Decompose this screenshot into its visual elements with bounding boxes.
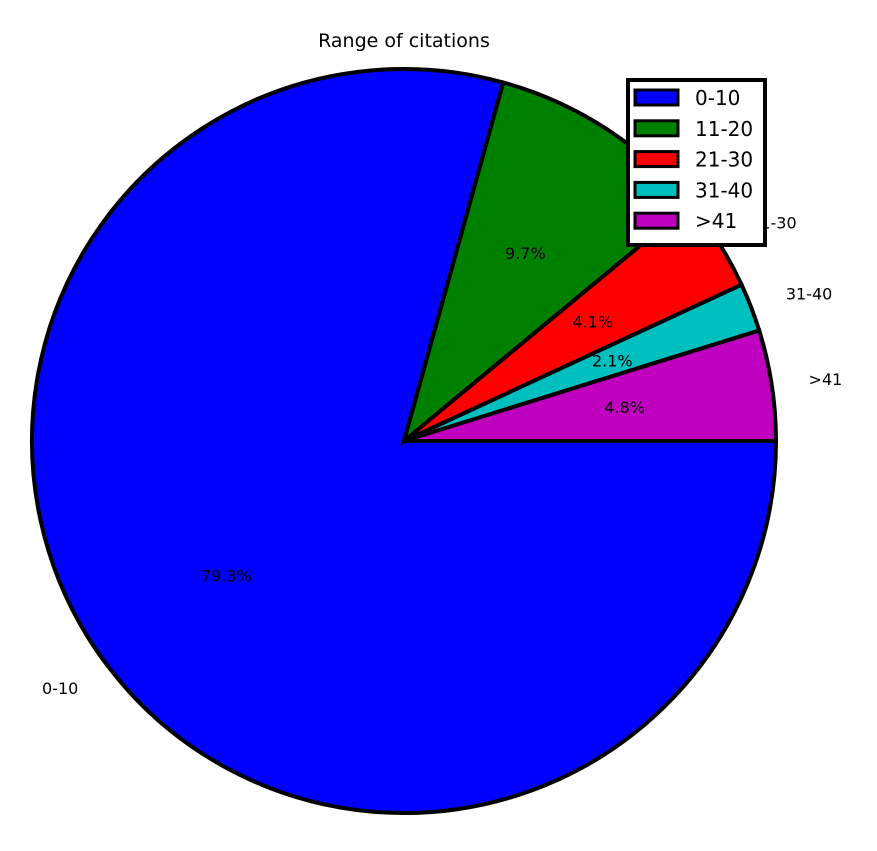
legend-label-0-10: 0-10 xyxy=(695,86,740,110)
pie-slice-41 xyxy=(403,327,779,443)
legend-swatch-11-20 xyxy=(633,119,680,138)
slice-label-0-10: 0-10 xyxy=(42,679,78,698)
legend-swatch-41 xyxy=(633,211,680,230)
legend-label-21-30: 21-30 xyxy=(695,148,753,172)
chart-title: Range of citations xyxy=(318,30,490,52)
pie-slices xyxy=(30,67,779,815)
legend: 0-10 11-20 21-30 31-40 >41 xyxy=(626,78,767,247)
pct-label-11-20: 9.7% xyxy=(505,244,546,263)
pct-label-41: 4.8% xyxy=(604,398,645,417)
slice-label-41: >41 xyxy=(809,370,843,389)
legend-label-11-20: 11-20 xyxy=(695,117,753,141)
legend-swatch-0-10 xyxy=(633,88,680,107)
legend-label-41: >41 xyxy=(695,209,737,233)
pct-label-21-30: 4.1% xyxy=(573,312,614,331)
legend-swatch-21-30 xyxy=(633,150,680,169)
legend-label-31-40: 31-40 xyxy=(695,178,753,202)
pct-label-31-40: 2.1% xyxy=(592,351,633,370)
pct-label-0-10: 79.3% xyxy=(201,567,252,586)
legend-swatch-31-40 xyxy=(633,180,680,199)
slice-label-31-40: 31-40 xyxy=(786,284,833,303)
